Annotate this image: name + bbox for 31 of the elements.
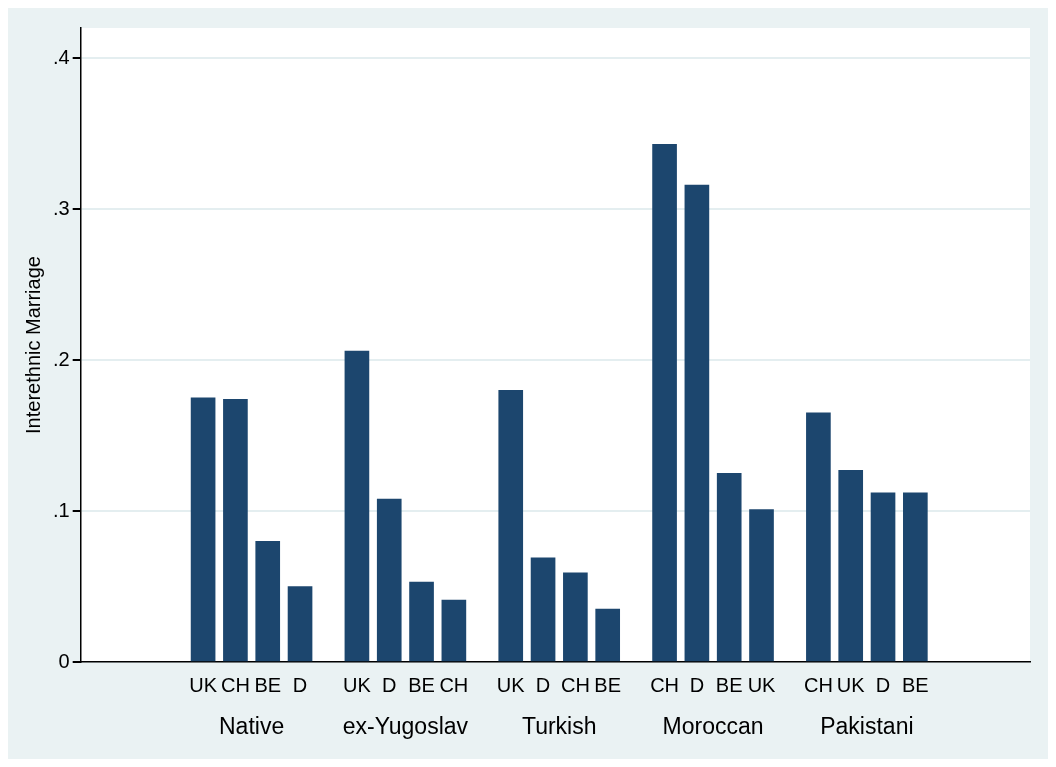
x-tick-label: BE: [715, 673, 743, 696]
x-tick-label: BE: [594, 673, 622, 696]
x-tick-label: CH: [650, 673, 680, 696]
x-tick-label: UK: [496, 673, 526, 696]
x-tick-label: D: [875, 673, 891, 696]
text: Turkish: [521, 713, 597, 740]
x-tick-label: CH: [220, 673, 250, 696]
y-axis-title: Interethnic Marriage: [21, 256, 44, 434]
text: Pakistani: [820, 713, 914, 740]
x-tick-label: D: [292, 673, 308, 696]
x-tick-label: CH: [439, 673, 469, 696]
x-tick-label: BE: [254, 673, 282, 696]
x-tick-label: D: [382, 673, 397, 696]
text: ex-Yugoslav: [342, 713, 469, 740]
x-tick-label: UK: [343, 673, 372, 696]
x-tick-label: CH: [803, 673, 833, 696]
x-tick-label: UK: [836, 673, 866, 696]
text: Moroccan: [662, 713, 764, 740]
y-tick-label: .3: [52, 196, 70, 219]
x-tick-label: BE: [902, 673, 929, 696]
x-tick-label: UK: [747, 673, 777, 696]
y-tick-label: .2: [52, 347, 70, 370]
x-tick-label: D: [535, 673, 551, 696]
y-tick-label: 0: [58, 649, 70, 672]
x-tick-label: BE: [408, 673, 435, 696]
x-tick-label: UK: [189, 673, 218, 696]
y-tick-label: .4: [52, 45, 70, 68]
x-tick-label: D: [689, 673, 705, 696]
y-tick-label: .1: [52, 498, 70, 521]
x-tick-label: CH: [560, 673, 590, 696]
text: Native: [218, 713, 285, 740]
